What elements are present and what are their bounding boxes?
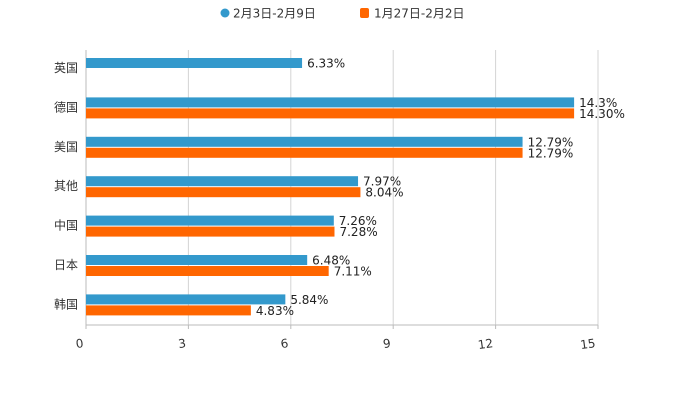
value-label-s1-1: 14.3% [579, 96, 617, 110]
legend: 2月3日-2月9日 1月27日-2月2日 [220, 7, 465, 21]
category-label-1: 德国 [54, 99, 78, 114]
bar-s2-4 [86, 226, 335, 237]
bar-s2-3 [86, 187, 361, 198]
value-label-s2-3: 8.04% [365, 186, 403, 200]
bar-s1-1 [86, 97, 575, 108]
value-label-s1-0: 6.33% [307, 57, 345, 71]
legend-item-series-2[interactable]: 1月27日-2月2日 [360, 7, 465, 21]
bar-s1-5 [86, 255, 308, 265]
legend-label-series-1: 2月3日-2月9日 [233, 7, 316, 21]
bar-s1-0 [86, 58, 303, 68]
value-label-s2-1: 14.30% [579, 107, 625, 121]
category-label-6: 韩国 [54, 296, 78, 311]
legend-item-series-1[interactable]: 2月3日-2月9日 [220, 7, 316, 21]
x-tick-label-6: 6 [280, 336, 290, 351]
value-label-s1-6: 5.84% [290, 293, 328, 307]
legend-label-series-2: 1月27日-2月2日 [374, 7, 465, 21]
category-label-2: 美国 [54, 140, 78, 154]
value-label-s1-2: 12.79% [528, 135, 574, 149]
grid [187, 50, 599, 325]
x-tick-label-15: 15 [579, 336, 596, 352]
category-label-4: 中国 [54, 218, 78, 233]
value-label-s2-4: 7.28% [339, 225, 377, 239]
bar-s2-6 [86, 305, 251, 316]
value-label-s1-3: 7.97% [363, 175, 401, 189]
x-tick-label-12: 12 [477, 336, 494, 352]
category-label-5: 日本 [54, 258, 78, 272]
category-label-0: 英国 [54, 61, 78, 75]
bar-s1-4 [86, 215, 334, 226]
category-label-3: 其他 [54, 179, 78, 193]
bar-s1-6 [86, 294, 286, 305]
bars [86, 58, 575, 316]
x-tick-label-0: 0 [75, 336, 85, 351]
bar-s2-5 [86, 266, 329, 276]
value-label-s2-2: 12.79% [528, 146, 574, 160]
value-label-s1-4: 7.26% [339, 214, 377, 228]
x-tick-label-9: 9 [382, 336, 392, 351]
legend-marker-series-2 [360, 8, 369, 18]
value-label-s2-6: 4.83% [256, 304, 294, 318]
bar-s2-2 [86, 147, 523, 158]
legend-marker-series-1 [220, 8, 230, 18]
value-labels: 6.33% 14.3%14.30% 12.79%12.79% 7.97%8.04% 7.… [256, 57, 625, 318]
x-tick-label-3: 3 [177, 336, 187, 351]
value-label-s2-5: 7.11% [334, 265, 372, 279]
bar-s1-2 [86, 136, 523, 147]
value-label-s1-5: 6.48% [312, 254, 350, 268]
bar-s1-3 [86, 176, 359, 187]
bar-s2-1 [86, 108, 575, 119]
x-axis-ticks: 0 3 6 9 12 15 [75, 325, 599, 352]
